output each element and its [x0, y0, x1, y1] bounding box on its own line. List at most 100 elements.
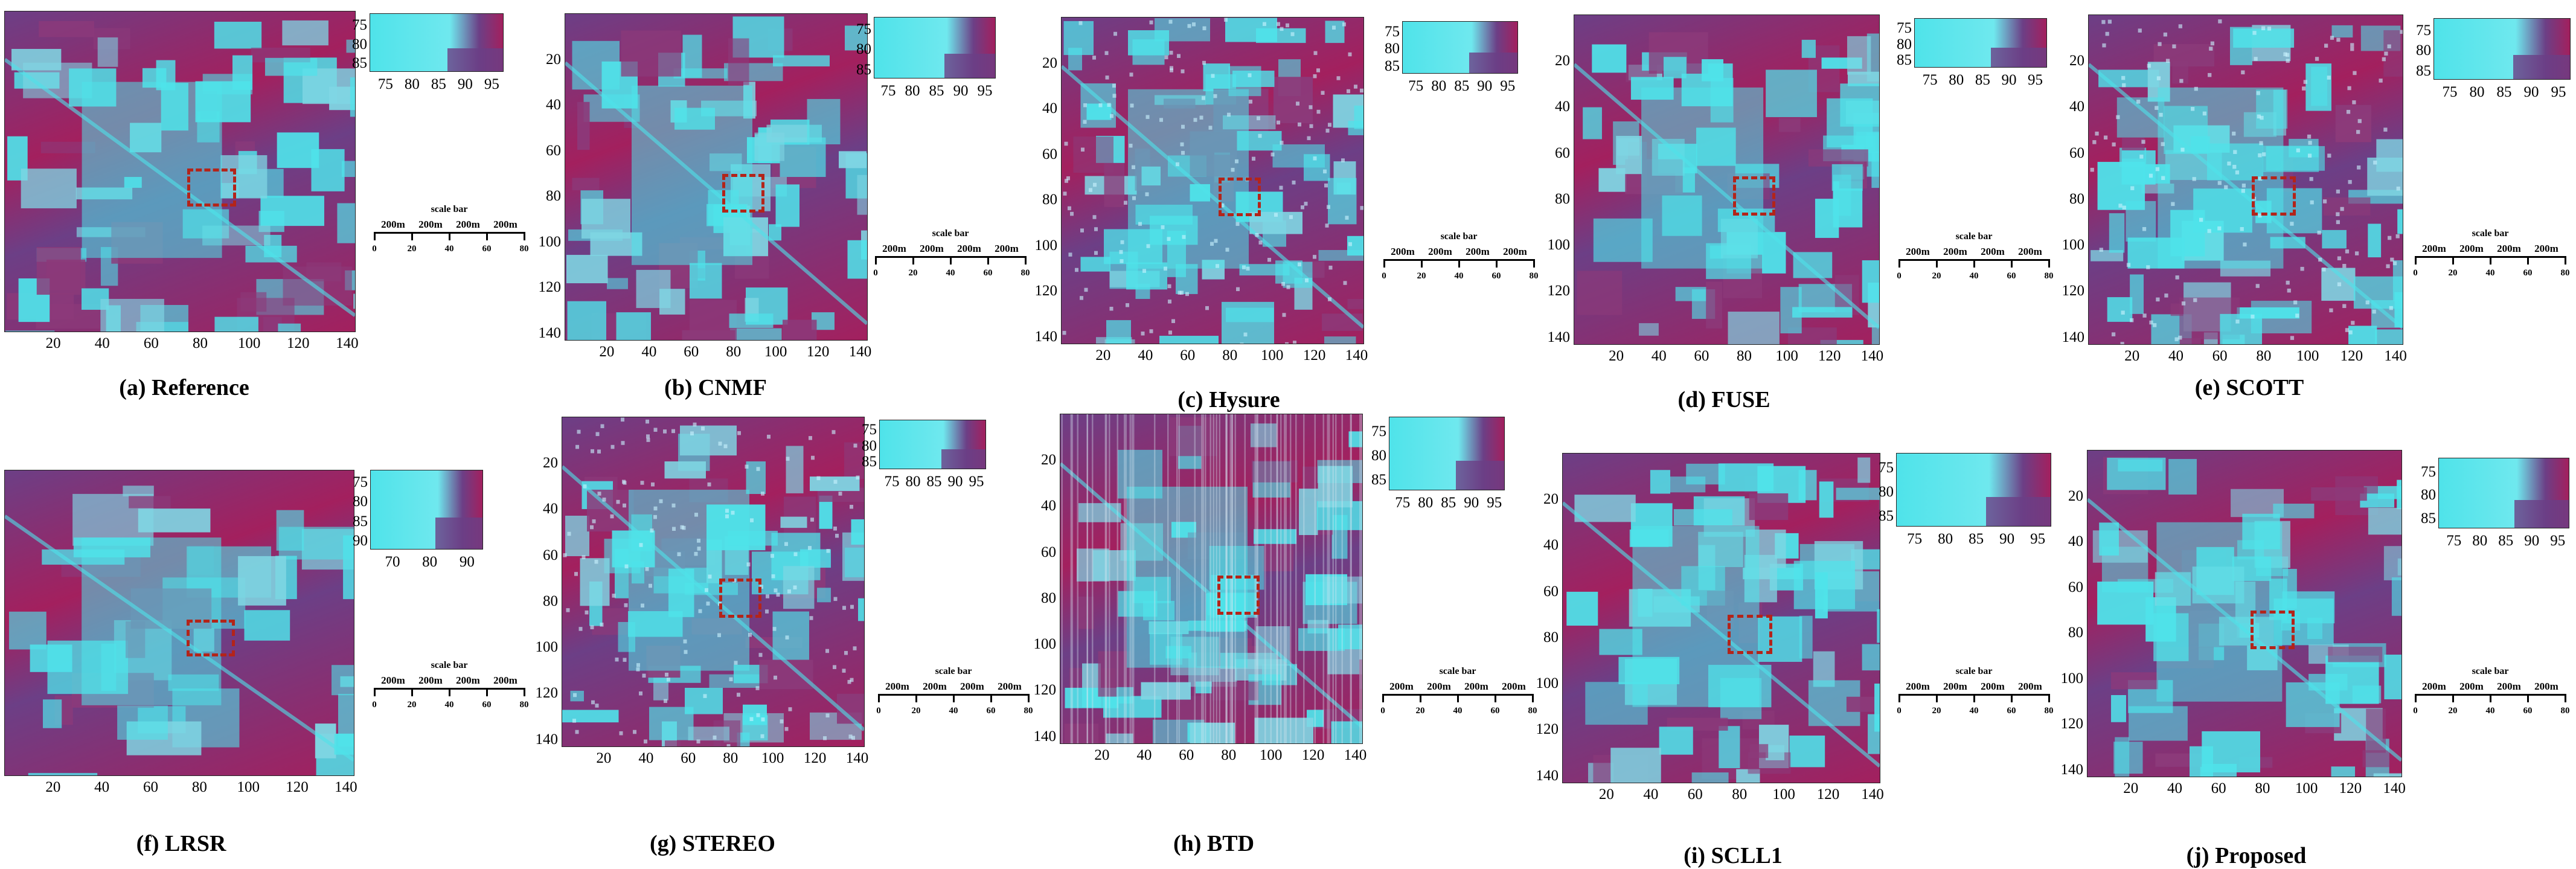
zoom-x-tick-label: 95: [2550, 533, 2566, 549]
scale-bar-number: 40: [2485, 706, 2495, 716]
x-tick-label: 120: [2339, 780, 2362, 797]
zoom-x-tick-label: 95: [1487, 495, 1502, 511]
zoom-x-tick-label: 90: [1464, 495, 1479, 511]
x-tick-label: 80: [723, 750, 739, 766]
scale-bar-segment-label: 200m: [418, 675, 443, 686]
scale-bar-number: 0: [2413, 268, 2418, 278]
scale-bar-tick: [953, 694, 955, 702]
scale-bar-tick: [2490, 694, 2491, 702]
y-tick-label: 60: [0, 591, 1, 606]
x-tick-label: 100: [237, 335, 261, 351]
scale-bar-number: 80: [1020, 268, 1030, 278]
zoom-x-tick-label: 80: [1418, 495, 1434, 511]
main-image-a: [4, 11, 356, 332]
zoom-y-tick-label: 80: [353, 493, 368, 510]
scale-bar-number: 60: [2523, 268, 2533, 278]
scale-bar-number: 80: [1024, 706, 1033, 716]
scale-bar-tick: [990, 694, 992, 702]
zoom-inset-g: [879, 420, 986, 469]
scale-bar-segment-label: 200m: [882, 243, 906, 254]
y-tick-label: 120: [2062, 283, 2085, 300]
zoom-y-tick-label: 80: [862, 437, 877, 454]
scale-bar-tick: [2527, 256, 2529, 265]
zoom-y-tick-label: 85: [862, 454, 877, 470]
scale-bar-tick: [2527, 694, 2529, 702]
x-tick-label: 80: [191, 779, 207, 795]
zoom-x-tick-label: 85: [2498, 533, 2514, 549]
scale-bar-tick: [2565, 256, 2566, 265]
y-tick-label: 140: [538, 324, 562, 341]
scale-bar-number: 80: [519, 244, 529, 254]
x-tick-label: 80: [192, 335, 208, 351]
x-tick-label: 20: [45, 779, 61, 795]
zoom-inset-b: [874, 17, 996, 79]
zoom-y-tick-label: 85: [352, 55, 367, 72]
x-tick-label: 60: [1687, 786, 1703, 803]
scale-bar-tick: [374, 232, 376, 240]
scale-bar-tick: [1936, 259, 1938, 268]
scale-bar-number: 0: [2413, 706, 2418, 716]
zoom-x-tick-label: 85: [431, 76, 446, 92]
y-tick-label: 120: [1536, 721, 1559, 738]
scale-bar-segment-label: 200m: [995, 243, 1019, 254]
scale-bar-number: 40: [1453, 706, 1463, 716]
zoom-y-tick-label: 85: [1385, 57, 1400, 74]
zoom-inset-c: [1402, 21, 1518, 74]
y-tick-label: 20: [1543, 491, 1559, 508]
zoom-x-tick-label: 95: [1500, 78, 1516, 94]
scale-bar-tick: [449, 688, 450, 696]
zoom-x-tick-label: 95: [2028, 72, 2043, 88]
y-tick-label: 100: [1536, 675, 1559, 692]
scale-bar-number: 60: [986, 706, 996, 716]
y-tick-label: 20: [2068, 487, 2083, 504]
y-tick-label: 100: [1033, 636, 1057, 653]
scale-bar-number: 60: [482, 244, 492, 254]
scale-bar-tick: [2452, 256, 2454, 265]
zoom-x-tick-label: 85: [1975, 72, 1990, 88]
y-tick-label: 80: [1555, 190, 1570, 207]
scale-bar-tick: [2415, 256, 2417, 265]
x-tick-label: 140: [845, 750, 869, 766]
zoom-x-tick-label: 80: [2469, 84, 2485, 100]
zoom-x-tick-label: 75: [1395, 495, 1411, 511]
x-tick-label: 20: [1598, 786, 1614, 803]
x-tick-label: 120: [2340, 348, 2363, 364]
scale-bar-number: 0: [1380, 706, 1385, 716]
y-tick-label: 140: [2060, 761, 2084, 778]
scale-bar-number: 80: [1529, 271, 1539, 281]
scale-bar-tick: [2415, 694, 2417, 702]
x-tick-label: 60: [1694, 348, 1709, 364]
zoom-x-tick-label: 75: [884, 473, 900, 490]
y-tick-label: 60: [2069, 144, 2084, 161]
scale-bar-segment-label: 200m: [2459, 681, 2484, 692]
scale-bar-number: 80: [2560, 706, 2570, 716]
y-tick-label: 80: [0, 183, 1, 198]
scale-bar-number: 20: [1932, 271, 1941, 281]
scale-bar-segment-label: 200m: [1389, 681, 1414, 692]
y-tick-label: 20: [1042, 54, 1057, 71]
zoom-x-tick-label: 85: [1454, 78, 1470, 94]
scale-bar-tick: [2452, 694, 2454, 702]
scale-bar-number: 20: [908, 268, 918, 278]
y-tick-label: 140: [1536, 767, 1559, 784]
y-tick-label: 80: [0, 633, 1, 649]
zoom-y-tick-label: 75: [1897, 20, 1912, 36]
roi-box-i: [1728, 615, 1772, 655]
x-tick-label: 40: [1651, 348, 1667, 364]
x-tick-label: 20: [599, 344, 615, 360]
scale-bar-segment-label: 200m: [456, 675, 480, 686]
x-tick-label: 120: [806, 344, 830, 360]
x-tick-label: 140: [336, 335, 359, 351]
scale-bar-tick: [1457, 694, 1459, 702]
zoom-y-tick-label: 85: [353, 513, 368, 530]
y-tick-label: 140: [1547, 329, 1571, 345]
scale-bar-segment-label: 200m: [1981, 681, 2005, 692]
scale-bar-number: 20: [2448, 706, 2458, 716]
x-tick-label: 40: [2168, 348, 2184, 364]
caption-g: (g) STEREO: [650, 831, 775, 856]
scale-bar-tick: [2048, 694, 2050, 702]
scale-bar-tick: [1532, 694, 1534, 702]
zoom-x-tick-label: 80: [1938, 531, 1953, 547]
zoom-x-tick-label: 80: [1949, 72, 1964, 88]
main-image-h: [1060, 414, 1363, 744]
